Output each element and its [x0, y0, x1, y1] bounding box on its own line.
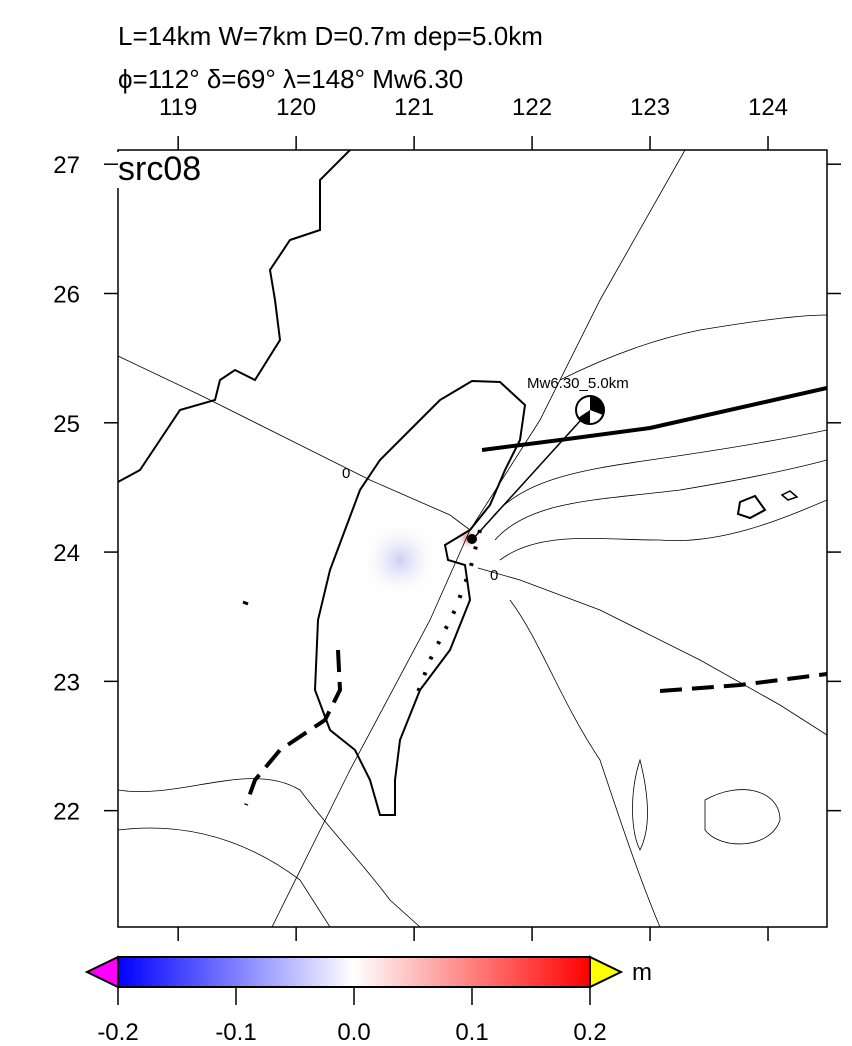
trench — [481, 386, 827, 452]
contour — [118, 355, 471, 531]
x-tick-label: 119 — [159, 94, 197, 121]
x-tick-label: 123 — [630, 94, 670, 121]
map-content: Mw6.30_5.0km 0 0 — [118, 150, 827, 927]
deformation-halo — [360, 520, 440, 600]
colorbar-tick-label: -0.1 — [215, 1019, 256, 1046]
colorbar-overflow — [589, 955, 624, 989]
contour — [494, 459, 827, 541]
taiwan-coastline — [313, 379, 527, 816]
contour — [736, 494, 767, 520]
trench-dotted — [413, 529, 482, 701]
colorbar-tick-label: -0.2 — [97, 1019, 138, 1046]
contour — [477, 567, 827, 736]
epicenter — [467, 534, 477, 544]
colorbar-tick-label: 0.1 — [455, 1019, 488, 1046]
trench-dashed — [244, 649, 343, 806]
y-tick-label: 25 — [53, 411, 80, 438]
x-tick-label: 124 — [748, 94, 788, 121]
colorbar-tick-label: 0.0 — [337, 1019, 370, 1046]
island — [242, 600, 249, 606]
colorbar-tick-label: 0.2 — [573, 1019, 606, 1046]
contour — [509, 599, 661, 927]
header-line1: L=14km W=7km D=0.7m dep=5.0km — [118, 21, 543, 51]
beachball — [575, 395, 605, 425]
x-tick-label: 122 — [512, 94, 552, 121]
y-tick-label: 27 — [53, 152, 80, 179]
map-frame — [117, 149, 828, 928]
source-leader — [471, 409, 591, 541]
x-tick-label: 120 — [276, 94, 316, 121]
coastline — [118, 150, 351, 483]
y-tick-label: 23 — [53, 669, 80, 696]
trench-dashed — [659, 672, 827, 693]
y-tick-label: 26 — [53, 282, 80, 309]
contour-label: 0 — [490, 567, 498, 584]
header-line2: ϕ=112° δ=69° λ=148° Mw6.30 — [118, 64, 463, 94]
contour — [489, 429, 827, 521]
y-tick-label: 24 — [53, 540, 80, 567]
panel-label-box — [116, 152, 220, 188]
contour — [559, 314, 827, 381]
x-tick-label: 121 — [394, 94, 434, 121]
colorbar-scale — [117, 956, 591, 988]
y-tick-label: 22 — [53, 799, 80, 826]
colorbar: m — [84, 955, 652, 989]
contour — [118, 778, 421, 927]
contour — [499, 499, 827, 561]
colorbar-underflow — [84, 955, 119, 989]
source-label: Mw6.30_5.0km — [527, 375, 629, 392]
contour — [632, 758, 648, 851]
contour — [780, 490, 799, 501]
colorbar-unit: m — [632, 959, 652, 986]
contour — [704, 789, 781, 845]
panel-label: src08 — [118, 150, 201, 188]
contour-label: 0 — [342, 465, 350, 482]
contour — [118, 827, 331, 927]
